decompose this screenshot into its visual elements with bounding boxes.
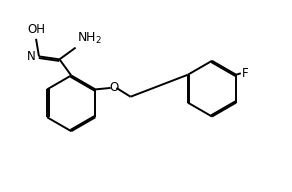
Text: N: N (26, 50, 35, 63)
Text: OH: OH (27, 23, 45, 36)
Text: F: F (242, 67, 248, 80)
Text: O: O (109, 81, 118, 94)
Text: NH$_2$: NH$_2$ (77, 31, 102, 46)
